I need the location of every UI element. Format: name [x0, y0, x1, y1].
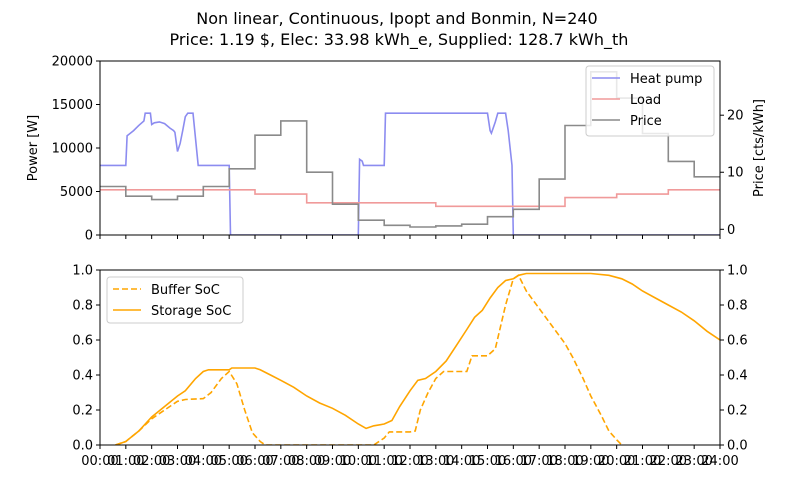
- x-tick-label: 17:00: [520, 454, 557, 469]
- legend-power-price: Heat pump Load Price: [585, 65, 715, 137]
- y-tick-label-right: 0: [727, 223, 735, 238]
- legend-label: Buffer SoC: [151, 283, 220, 298]
- y-axis-label-right: Price [cts/kWh]: [752, 99, 767, 197]
- x-tick-label: 13:00: [417, 454, 454, 469]
- y-tick-label-left: 15000: [52, 98, 93, 113]
- y-tick-label-left: 20000: [52, 55, 93, 70]
- x-tick-label: 01:00: [107, 454, 144, 469]
- soc-axes: 0.0 0.0 0.2 0.2 0.4 0.4 0.6 0.6 0.8 0.8 1.0 1.0 00:0…: [72, 264, 747, 470]
- x-tick-label: 22:00: [650, 454, 687, 469]
- x-tick-label: 09:00: [314, 454, 351, 469]
- figure-title-line2: Price: 1.19 $, Elec: 33.98 kWh_e, Suppli…: [170, 30, 629, 50]
- y-tick-label-right: 0.4: [727, 369, 748, 384]
- x-tick-label: 14:00: [443, 454, 480, 469]
- y-tick-label-right: 20: [727, 109, 744, 124]
- y-tick-label-right: 1.0: [727, 264, 748, 279]
- y-tick-label-left: 10000: [52, 142, 93, 157]
- x-tick-label: 23:00: [675, 454, 712, 469]
- x-tick-label: 02:00: [133, 454, 170, 469]
- y-tick-label-right: 10: [727, 166, 744, 181]
- x-tick-label: 08:00: [288, 454, 325, 469]
- y-tick-label-right: 0.6: [727, 334, 748, 349]
- legend-label: Price: [630, 114, 662, 129]
- legend-label: Load: [630, 93, 661, 108]
- x-tick-label: 03:00: [159, 454, 196, 469]
- x-tick-label: 18:00: [546, 454, 583, 469]
- series-line-storage-soc: [115, 272, 720, 445]
- x-tick-label: 24:00: [701, 454, 738, 469]
- legend-soc: Buffer SoC Storage SoC: [106, 276, 244, 324]
- x-tick-label: 07:00: [262, 454, 299, 469]
- power-price-axes: 0 5000 10000 15000 20000 0 10 20 Power [W] Price …: [26, 55, 767, 244]
- x-tick-label: 21:00: [624, 454, 661, 469]
- x-tick-label: 00:00: [81, 454, 118, 469]
- y-tick-label-left: 0.2: [72, 404, 93, 419]
- soc-plot-area: [115, 272, 720, 445]
- y-tick-label-right: 0.0: [727, 439, 748, 454]
- x-tick-label: 04:00: [185, 454, 222, 469]
- x-tick-label: 10:00: [340, 454, 377, 469]
- y-tick-label-left: 0.6: [72, 334, 93, 349]
- y-tick-label-left: 0.0: [72, 439, 93, 454]
- y-tick-label-right: 0.8: [727, 299, 748, 314]
- y-axis-label-left: Power [W]: [26, 115, 41, 181]
- y-tick-label-left: 1.0: [72, 264, 93, 279]
- x-tick-label: 15:00: [469, 454, 506, 469]
- series-line-heat-pump: [100, 112, 720, 235]
- legend-label: Storage SoC: [151, 304, 231, 319]
- x-tick-label: 12:00: [391, 454, 428, 469]
- y-tick-label-left: 5000: [60, 185, 93, 200]
- figure-title-line1: Non linear, Continuous, Ipopt and Bonmin…: [196, 9, 597, 28]
- legend-box: [585, 65, 715, 137]
- legend-label: Heat pump: [630, 72, 702, 87]
- y-tick-label-left: 0: [85, 229, 93, 244]
- x-tick-label: 20:00: [598, 454, 635, 469]
- x-tick-label: 19:00: [572, 454, 609, 469]
- x-tick-label: 11:00: [365, 454, 402, 469]
- series-line-load: [100, 189, 720, 208]
- x-tick-label: 16:00: [495, 454, 532, 469]
- y-tick-label-left: 0.8: [72, 299, 93, 314]
- x-tick-label: 06:00: [236, 454, 273, 469]
- series-line-buffer-soc: [115, 274, 623, 445]
- y-tick-label-right: 0.2: [727, 404, 748, 419]
- x-tick-label: 05:00: [210, 454, 247, 469]
- y-tick-label-left: 0.4: [72, 369, 93, 384]
